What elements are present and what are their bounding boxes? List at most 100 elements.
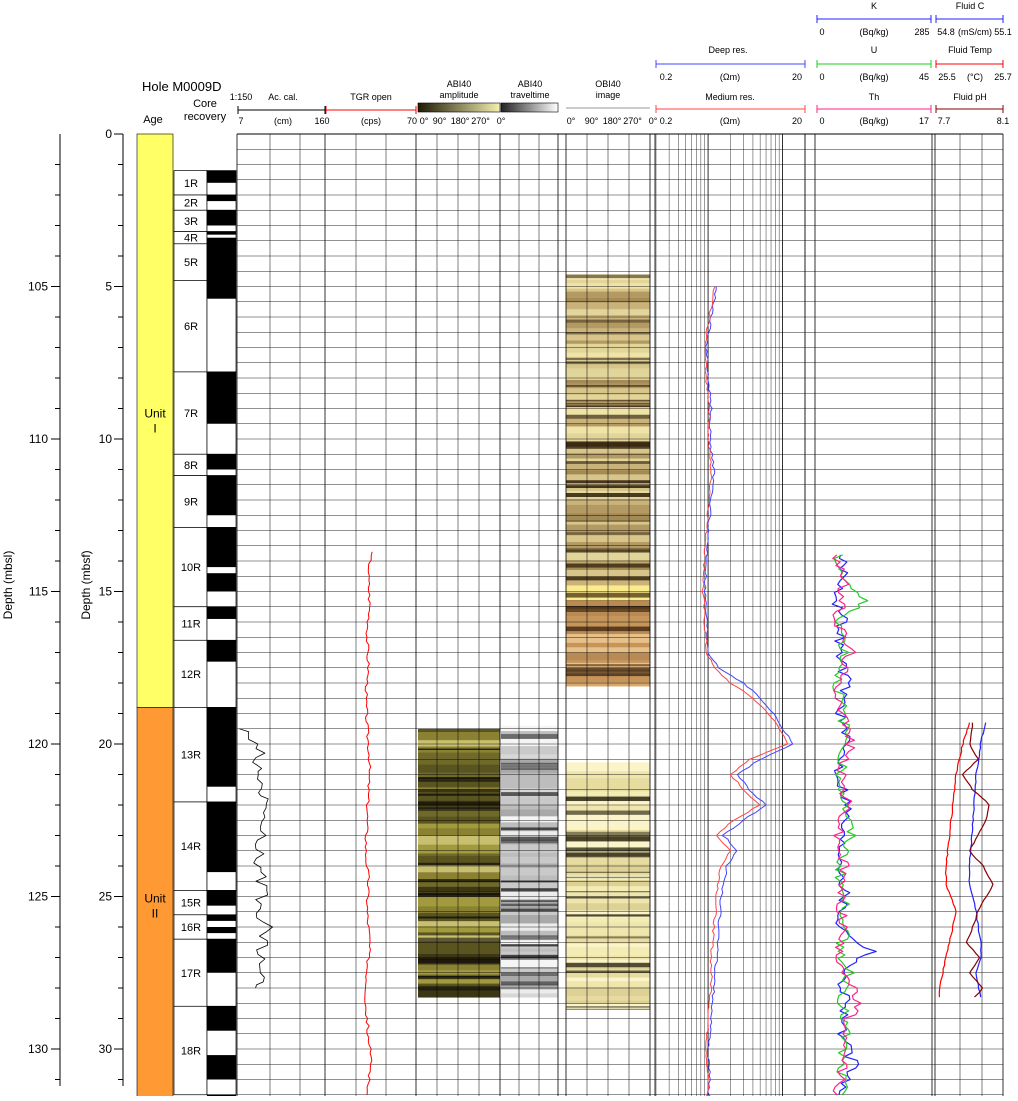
mbsf-tick-label: 30	[99, 1042, 113, 1056]
scale-label: 1:150	[230, 92, 253, 102]
med-res-min: 0.2	[660, 116, 673, 126]
obi-tick: 0°	[649, 116, 658, 126]
recovered-segment	[207, 939, 236, 973]
accal-unit: (cm)	[274, 116, 292, 126]
abi-amplitude-image	[418, 728, 500, 998]
age-unit-block	[136, 133, 174, 708]
obi-title-1: OBI40	[595, 79, 621, 89]
core-interval	[173, 1005, 208, 1096]
med-res-max: 20	[792, 116, 802, 126]
curve-fluid-temp	[938, 722, 971, 998]
med-res-title: Medium res.	[705, 92, 755, 102]
recovered-segment	[207, 640, 236, 662]
deep-res-max: 20	[792, 72, 802, 82]
recovered-segment	[207, 801, 236, 873]
mbsl-tick-label: 120	[28, 737, 48, 751]
recovered-segment	[207, 195, 236, 202]
abi-amp-tick: 90°	[433, 116, 447, 126]
core-interval	[173, 170, 208, 196]
obi-tick: 90°	[585, 116, 599, 126]
fluid-temp-min: 25.5	[938, 72, 956, 82]
obi-tick-labels: 0° 90° 180° 270° 0°	[567, 116, 658, 126]
mbsl-tick-label: 130	[28, 1042, 48, 1056]
fluid-c-max: 55.1	[994, 27, 1012, 37]
recovered-segment	[207, 527, 236, 568]
curve-tgr-open	[364, 551, 373, 1095]
core-label: 15R	[181, 898, 201, 910]
recovered-segment	[207, 237, 236, 244]
recovered-segment	[207, 170, 236, 183]
abi-tt-title-1: ABI40	[518, 79, 543, 89]
curve-fluid-ph	[961, 722, 994, 998]
mbsl-tick-label: 115	[29, 585, 48, 599]
age-unit-label: Unit	[144, 892, 166, 906]
recovered-segment	[207, 927, 236, 934]
core-interval	[173, 938, 208, 1007]
fluid-temp-max: 25.7	[994, 72, 1012, 82]
recovered-segment	[207, 606, 236, 619]
recovered-segment	[207, 890, 236, 906]
mbsf-tick-label: 0	[105, 127, 112, 141]
deep-res-unit: (Ωm)	[720, 72, 740, 82]
u-max: 45	[919, 72, 929, 82]
deep-res-title: Deep res.	[708, 45, 747, 55]
core-label: 18R	[181, 1046, 201, 1058]
core-header-2: recovery	[184, 111, 227, 123]
core-label: 17R	[181, 968, 201, 980]
age-unit-numeral: II	[152, 907, 159, 921]
core-label: 13R	[181, 750, 201, 762]
borehole-images	[418, 274, 650, 1010]
u-min: 0	[819, 72, 824, 82]
u-title: U	[871, 45, 878, 55]
mbsf-tick-label: 15	[99, 585, 113, 599]
fluid-ph-min: 7.7	[938, 116, 951, 126]
core-interval	[173, 280, 208, 373]
accal-title: Ac. cal.	[268, 92, 298, 102]
recovered-segment	[207, 454, 236, 470]
core-label: 1R	[184, 178, 198, 190]
core-label: 14R	[181, 841, 201, 853]
abi-traveltime-image	[501, 725, 558, 998]
abi-amp-title-2: amplitude	[439, 90, 478, 100]
abi-tt-colorbar	[500, 102, 559, 113]
abi-amp-tick: 180°	[451, 116, 470, 126]
recovered-segment	[207, 371, 236, 424]
fluid-ph-title: Fluid pH	[953, 92, 987, 102]
fluid-temp-title: Fluid Temp	[948, 45, 992, 55]
core-label: 9R	[184, 497, 198, 509]
curve-u	[832, 554, 869, 1096]
core-label: 16R	[181, 922, 201, 934]
core-label: 11R	[181, 619, 200, 631]
th-unit: (Bq/kg)	[859, 116, 888, 126]
tgr-unit: (cps)	[361, 116, 381, 126]
log-curves	[239, 286, 994, 1101]
core-label: 7R	[184, 408, 198, 420]
recovered-segment	[207, 1006, 236, 1031]
age-header: Age	[143, 114, 163, 126]
tgr-max: 70	[407, 116, 417, 126]
core-label: 5R	[184, 257, 198, 269]
fluid-c-min: 54.8	[937, 27, 955, 37]
recovered-segment	[207, 243, 236, 299]
mbsl-tick-label: 125	[28, 890, 48, 904]
abi-amp-tick: 0°	[420, 116, 429, 126]
obi-tick: 270°	[623, 116, 642, 126]
mbsf-tick-label: 10	[99, 432, 113, 446]
curve-deep-res-	[703, 286, 794, 1101]
mbsf-tick-label: 20	[99, 737, 113, 751]
core-recovery-column: 1R 2R 3R 4R 5R 6R 7R 8R 9R 10R 11R 12R 13R 14R 15R 16R 1…	[173, 170, 237, 1101]
age-unit-block	[136, 707, 174, 1101]
tgr-title: TGR open	[350, 92, 392, 102]
hole-label: Hole M0009D	[142, 79, 222, 94]
core-interval	[173, 243, 208, 281]
fluid-c-title: Fluid C	[956, 1, 985, 11]
core-label: 8R	[184, 460, 198, 472]
k-title: K	[871, 1, 877, 11]
u-unit: (Bq/kg)	[859, 72, 888, 82]
curve-fluid-c	[968, 722, 987, 998]
fluid-ph-max: 8.1	[997, 116, 1010, 126]
abi-amp-tick-labels: 0° 90° 180° 270° 0°	[420, 116, 506, 126]
mbsf-tick-label: 25	[99, 890, 113, 904]
